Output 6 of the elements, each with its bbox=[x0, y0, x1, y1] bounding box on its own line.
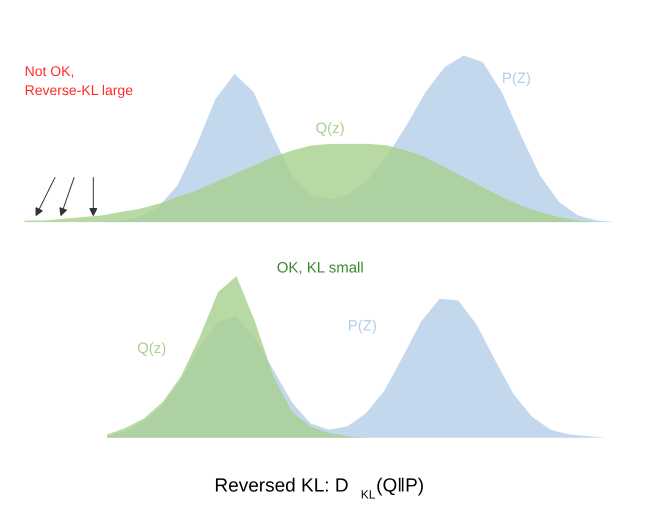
text: P(Z) bbox=[348, 317, 377, 334]
annotation: Not OK, Reverse-KL large bbox=[24, 62, 134, 98]
annotation: OK, KL small bbox=[276, 259, 364, 276]
series-label: Q(z) bbox=[315, 120, 345, 138]
series-label: P(Z) bbox=[502, 70, 532, 88]
series-label: Q(z) bbox=[137, 340, 166, 357]
